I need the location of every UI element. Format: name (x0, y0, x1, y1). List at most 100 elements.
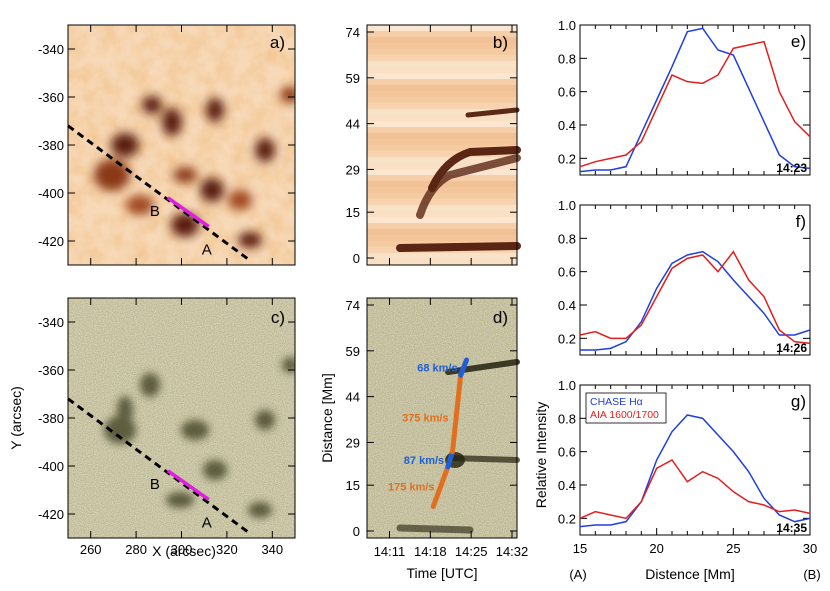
x-end-label-b: (B) (803, 567, 820, 582)
legend-entry: AIA 1600/1700 (590, 409, 659, 421)
y-tick-label: 0.6 (558, 265, 576, 280)
ts-row (367, 31, 517, 37)
x-tick-label: 14:11 (374, 544, 406, 559)
y-tick-label: -360 (38, 90, 64, 105)
panel-label: e) (791, 32, 806, 51)
panel-c: c) (67, 297, 296, 539)
ts-row (367, 61, 517, 67)
ts-row (367, 121, 517, 127)
ts-row (367, 193, 517, 199)
panel-a: a) (67, 24, 296, 266)
panel-d-noise (367, 298, 517, 538)
x-tick-label: 340 (261, 542, 283, 557)
x-tick-label: 280 (125, 542, 147, 557)
panel-f: 0.2 0.4 0.6 0.8 1.0 f) 14:26 (558, 198, 811, 356)
ts-row (367, 85, 517, 91)
x-tick-label: 320 (216, 542, 238, 557)
legend-box (585, 392, 667, 424)
time-label: 14:26 (776, 341, 807, 355)
y-tick-label: 1.0 (558, 378, 576, 393)
panel-label: f) (796, 212, 806, 231)
time-label: 14:35 (776, 521, 807, 535)
panel-g-ylabel: Relative Intensity (533, 402, 549, 509)
y-tick-label: 74 (346, 298, 360, 313)
ts-row (367, 91, 517, 97)
y-tick-label: 0.4 (558, 298, 576, 313)
speed-fit-line (445, 449, 455, 470)
panel-c-label: c) (271, 308, 285, 327)
speed-fit-label: 87 km/s (404, 455, 444, 467)
panel-e: 0.2 0.4 0.6 0.8 1.0 e) 14:23 (558, 18, 811, 176)
slit-segment (166, 469, 210, 502)
y-tick-label: -340 (38, 42, 64, 57)
panel-label: g) (791, 392, 806, 411)
y-tick-label: 59 (346, 344, 360, 359)
ts-row (367, 127, 517, 133)
panel-d-ylabel: Distance [Mm] (319, 373, 335, 462)
y-tick-label: 59 (346, 71, 360, 86)
y-tick-label: 15 (346, 478, 360, 493)
ts-row (367, 151, 517, 157)
y-tick-label: -380 (38, 411, 64, 426)
ts-row (367, 223, 517, 229)
series-line (579, 414, 811, 528)
series-line (579, 250, 811, 345)
panel-b-label: b) (493, 33, 508, 52)
y-tick-label: 0.2 (558, 511, 576, 526)
ts-row (367, 73, 517, 79)
ts-row (367, 103, 517, 109)
panel-a-map (68, 25, 295, 265)
ts-row (367, 259, 517, 265)
ts-row (367, 199, 517, 205)
series-line (580, 250, 811, 351)
x-tick-label: 14:25 (455, 544, 488, 559)
legend-entry: CHASE Hα (590, 396, 643, 408)
ts-row (367, 25, 517, 31)
y-tick-label: 1.0 (558, 18, 576, 33)
panel-d-frame (366, 297, 518, 539)
panel-d-xlabel: Time [UTC] (406, 565, 477, 581)
y-tick-label: 0.2 (558, 151, 576, 166)
y-tick-label: -400 (38, 459, 64, 474)
ts-row (367, 133, 517, 139)
y-tick-label: 0.8 (558, 231, 576, 246)
y-tick-label: 44 (346, 390, 360, 405)
time-label: 14:23 (776, 161, 807, 175)
panel-g-xlabel: Distence [Mm] (645, 566, 734, 582)
y-tick-label: -400 (38, 186, 64, 201)
panel-b: b) (366, 24, 521, 266)
x-tick-label: 260 (80, 542, 102, 557)
plot-frame (579, 24, 811, 176)
ts-row (367, 43, 517, 49)
ts-row (367, 187, 517, 193)
series-line (579, 27, 811, 173)
panel-d: 175 km/s 87 km/s 375 km/s 68 km/s d) (366, 297, 520, 539)
ts-row (367, 217, 517, 223)
ts-row (367, 145, 517, 151)
x-tick-label: 25 (726, 541, 740, 556)
point-b-label: B (150, 476, 160, 493)
ts-row (367, 139, 517, 145)
panel-c-map (68, 298, 295, 538)
y-tick-label: 0.4 (558, 118, 576, 133)
ts-row (367, 235, 517, 241)
x-end-label-a: (A) (569, 567, 586, 582)
ts-row (367, 253, 517, 259)
y-tick-label: 15 (346, 205, 360, 220)
y-tick-label: 0.6 (558, 445, 576, 460)
speed-fit-line (430, 464, 451, 510)
y-tick-label: 1.0 (558, 198, 576, 213)
panel-a-overlay: B A -340 -360 -380 -400 -420 (38, 25, 295, 265)
y-tick-label: 0 (353, 524, 360, 539)
slit-segment (166, 196, 210, 229)
x-tick-label: 20 (649, 541, 663, 556)
ts-row (367, 157, 517, 163)
panel-g: 0.2 0.4 0.6 0.8 1.0 15 20 25 30 g) 14:35 CHASE HαAI… (558, 378, 817, 556)
y-tick-label: 0.6 (558, 85, 576, 100)
x-tick-label: 14:32 (496, 544, 529, 559)
panel-b-axes: 0 15 29 44 59 74 (346, 25, 517, 266)
panel-c-ylabel: Y (arcsec) (8, 386, 24, 450)
y-tick-label: -340 (38, 315, 64, 330)
